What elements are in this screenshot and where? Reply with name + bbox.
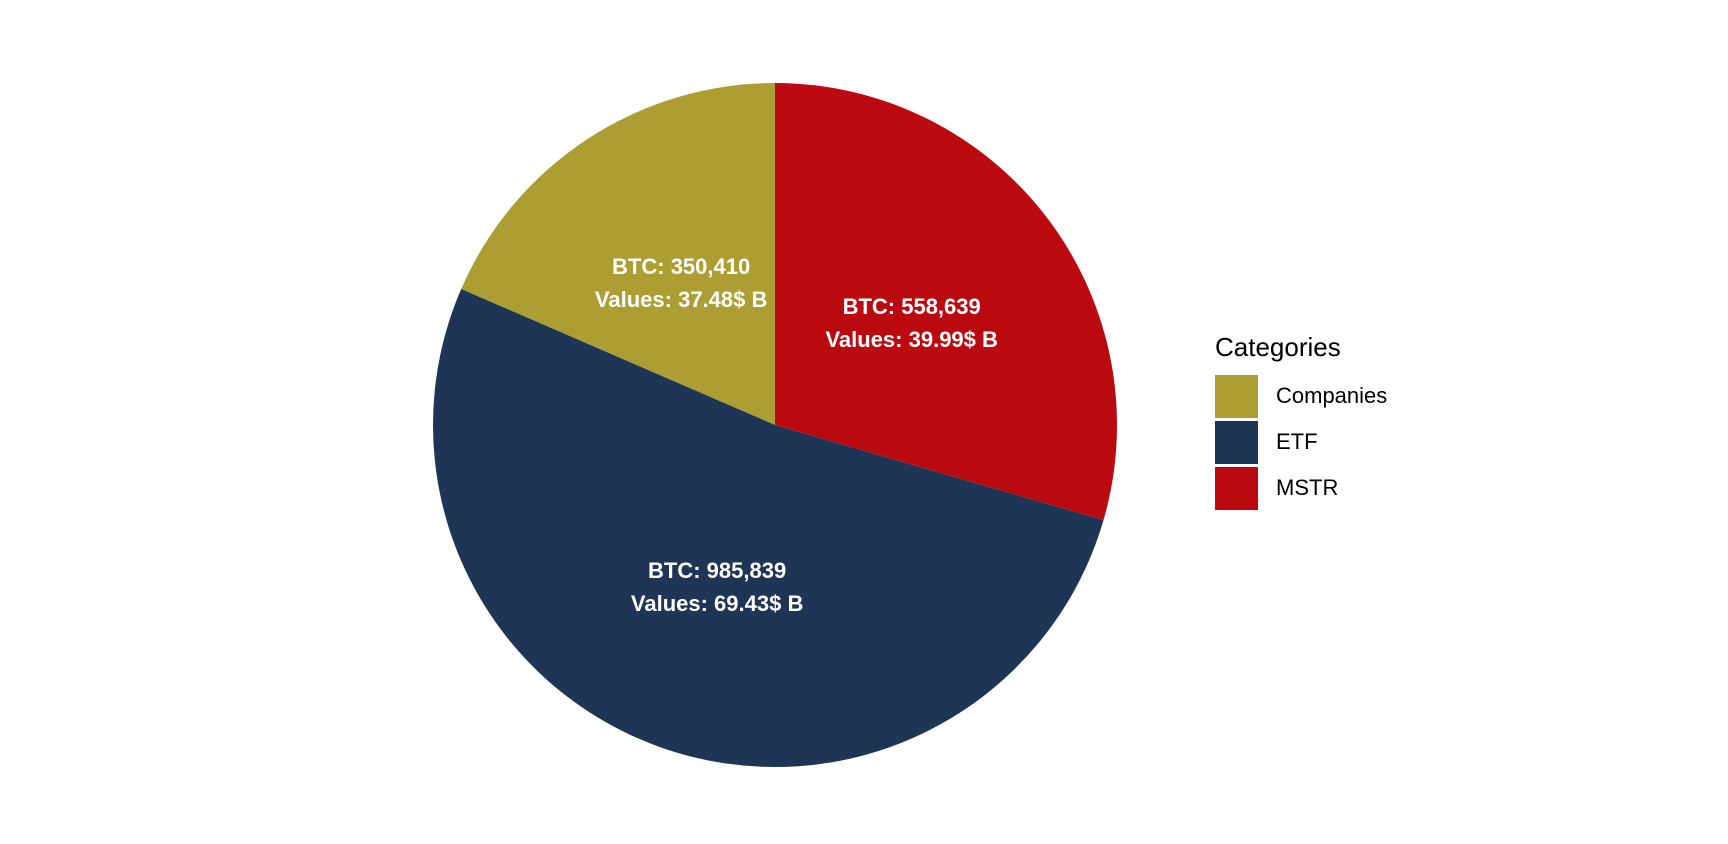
slice-label-value-mstr: Values: 39.99$ B <box>825 327 997 352</box>
slice-label-value-companies: Values: 37.48$ B <box>595 287 767 312</box>
slice-label-btc-mstr: BTC: 558,639 <box>843 294 981 319</box>
legend-swatch-etf <box>1215 420 1258 464</box>
legend-swatch-mstr <box>1215 466 1258 510</box>
legend-item-mstr: MSTR <box>1215 466 1387 510</box>
slice-label-btc-companies: BTC: 350,410 <box>612 254 750 279</box>
legend: Categories Companies ETF MSTR <box>1215 332 1387 512</box>
legend-label-companies: Companies <box>1276 383 1388 408</box>
legend-label-etf: ETF <box>1276 429 1318 454</box>
legend-item-companies: Companies <box>1215 374 1387 418</box>
pie-slices <box>432 83 1117 768</box>
slice-label-btc-etf: BTC: 985,839 <box>648 558 786 583</box>
slice-labels: BTC: 350,410 Values: 37.48$ B BTC: 985,839… <box>595 254 998 616</box>
slice-label-value-etf: Values: 69.43$ B <box>631 591 803 616</box>
pie-slice-etf <box>432 289 1104 768</box>
legend-swatch-companies <box>1215 374 1258 418</box>
legend-title: Categories <box>1215 332 1341 362</box>
pie-slice-companies <box>461 83 775 425</box>
legend-label-mstr: MSTR <box>1276 475 1339 500</box>
pie-slice-mstr <box>775 83 1117 521</box>
legend-item-etf: ETF <box>1215 420 1387 464</box>
